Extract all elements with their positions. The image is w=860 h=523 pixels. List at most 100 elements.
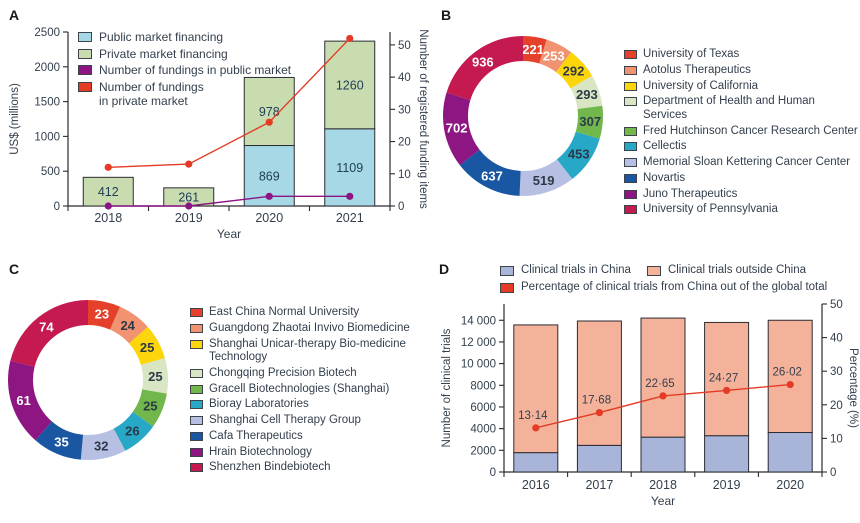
donut-slice: [80, 428, 126, 460]
legend-item: Cellectis: [624, 140, 858, 154]
y-tick-label-left: 12 000: [461, 337, 496, 349]
legend-swatch: [624, 189, 637, 199]
y-tick-label-right: 0: [830, 467, 836, 479]
y-tick-label-left: 0: [54, 201, 60, 213]
panel-d-label: D: [439, 261, 450, 277]
legend-item: Gracell Biotechnologies (Shanghai): [190, 383, 410, 397]
legend-label: Private market financing: [99, 46, 228, 61]
legend-item: Chongqing Precision Biotech: [190, 367, 410, 381]
bar-value-label: 978: [259, 105, 280, 119]
legend-label: Department of Health and Human Services: [643, 95, 815, 121]
y-tick-label-right: 30: [830, 366, 843, 378]
panel-b-legend: University of Texas Aotolus Therapeutics U…: [624, 48, 858, 217]
legend-swatch: [190, 308, 203, 317]
panel-a: A 0 500 1000 1500 2000 2500 0 10 20 30 40 50 2018 201…: [6, 4, 430, 256]
legend-swatch: [624, 158, 637, 168]
legend-item: University of Pennsylvania: [624, 203, 858, 217]
legend-item: East China Normal University: [190, 306, 410, 320]
data-point: [659, 392, 667, 400]
legend-swatch: [624, 50, 637, 59]
legend-swatch: [78, 65, 92, 76]
point-value-label: 26·02: [772, 367, 801, 379]
legend-item: Shanghai Cell Therapy Group: [190, 414, 410, 428]
bar-segment: [767, 432, 813, 473]
data-point: [786, 380, 794, 389]
panel-d: D 0 2000 4000 6000 8000 10 000 12 000 14 000 0 10…: [436, 258, 860, 522]
legend-label: Cafa Therapeutics: [209, 429, 303, 442]
legend-swatch: [500, 266, 514, 276]
legend-item: Private market financing: [78, 47, 291, 61]
legend-swatch: [624, 142, 637, 152]
data-line: [108, 37, 351, 169]
donut-slice: [556, 131, 600, 180]
legend-label: University of Texas: [643, 48, 740, 60]
donut-slice: [523, 36, 547, 64]
y-tick-label-left: 500: [41, 166, 60, 178]
legend-item: Hrain Biotechnology: [190, 446, 410, 460]
panel-d-legend: Clinical trials in China Clinical trials …: [500, 264, 827, 294]
donut-slice: [140, 358, 168, 394]
donut-slice: [132, 389, 167, 427]
y-axis-title-left: Number of clinical trials: [441, 328, 453, 447]
legend-label: Clinical trials in China: [521, 264, 631, 276]
legend-item: Bioray Laboratories: [190, 398, 410, 412]
panel-c-label: C: [9, 261, 20, 277]
data-point: [265, 192, 273, 200]
bar-segment: [640, 317, 686, 438]
x-axis-title: Year: [217, 227, 241, 241]
slice-value-label: 32: [94, 439, 108, 454]
legend-label: Chongqing Precision Biotech: [209, 366, 357, 379]
legend-swatch: [624, 97, 637, 107]
panel-c-legend: East China Normal University Guangdong Zh…: [190, 306, 410, 475]
data-point: [532, 424, 540, 432]
legend-item: Shenzhen Bindebiotech: [190, 461, 410, 475]
legend-swatch: [190, 447, 203, 457]
bar-segment: [576, 444, 622, 473]
y-axis-title-right: Number of registered funding items: [417, 29, 429, 209]
panel-b: B 221 253 292 293 307 453 519 637 702 936 Univers…: [438, 4, 858, 256]
y-tick-label-left: 2000: [34, 62, 60, 74]
y-tick-label-left: 2000: [470, 445, 496, 457]
data-point: [595, 408, 603, 417]
legend-item: Cafa Therapeutics: [190, 430, 410, 444]
legend-swatch: [190, 431, 203, 441]
x-tick-label: 2021: [336, 211, 364, 225]
legend-swatch: [190, 463, 203, 473]
donut-slice: [113, 411, 154, 451]
bar-segment: [513, 452, 559, 473]
legend-item: Memorial Sloan Kettering Cancer Center: [624, 156, 858, 170]
bar-value-label: 1260: [336, 78, 364, 92]
donut-slice: [129, 326, 165, 365]
y-axis-title-right: Percentage (%): [847, 348, 859, 428]
donut-slice: [539, 39, 572, 73]
y-tick-label-right: 40: [830, 333, 843, 345]
legend-swatch: [190, 400, 203, 410]
legend-label: Number of fundings in public market: [99, 63, 292, 78]
legend-label: Clinical trials outside China: [667, 264, 806, 276]
donut-slice: [88, 300, 121, 330]
panel-b-label: B: [441, 7, 452, 23]
legend-label: East China Normal University: [209, 306, 360, 318]
legend-label: Public market financing: [99, 30, 224, 44]
bar-segment: [243, 76, 295, 147]
bar-segment: [704, 321, 750, 437]
point-value-label: 17·68: [582, 395, 611, 407]
y-tick-label-right: 10: [398, 169, 411, 181]
legend-swatch: [190, 368, 203, 378]
point-value-label: 24·27: [709, 372, 738, 384]
x-tick-label: 2017: [585, 478, 613, 492]
legend-item: Percentage of clinical trials from China…: [500, 281, 827, 295]
legend-item: Aotolus Therapeutics: [624, 64, 858, 78]
legend-swatch: [624, 205, 637, 215]
y-tick-label-right: 10: [830, 433, 843, 445]
slice-value-label: 637: [481, 168, 503, 183]
slice-value-label: 26: [125, 423, 139, 438]
legend-swatch: [78, 81, 92, 92]
legend-item: Number of fundings in private market: [78, 80, 291, 108]
point-value-label: 22·65: [645, 378, 674, 390]
slice-value-label: 35: [54, 435, 68, 450]
legend-swatch: [500, 282, 514, 293]
y-tick-label-right: 20: [398, 137, 411, 149]
y-tick-label-left: 8000: [470, 380, 496, 392]
